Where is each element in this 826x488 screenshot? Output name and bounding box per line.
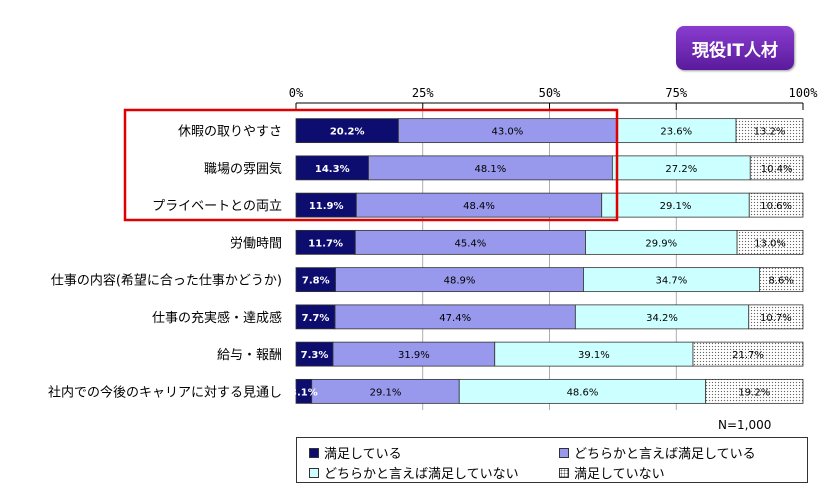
- data-label-somewhat-dissatisfied: 48.6%: [567, 387, 599, 398]
- bar-segment-somewhat-dissatisfied: [458, 378, 707, 404]
- axis-tick-label: 50%: [539, 86, 561, 100]
- data-label-satisfied: 20.2%: [330, 127, 365, 138]
- bar-segment-satisfied: [295, 267, 336, 293]
- bar-segment-somewhat-satisfied: [335, 267, 584, 293]
- bar-segment-satisfied: [295, 341, 334, 367]
- data-label-dissatisfied: 19.2%: [738, 387, 770, 398]
- data-label-somewhat-satisfied: 45.4%: [455, 238, 487, 249]
- data-label-satisfied: 14.3%: [315, 164, 350, 175]
- bar-segment-somewhat-satisfied: [334, 304, 576, 330]
- data-label-satisfied: 11.9%: [309, 201, 344, 212]
- data-label-somewhat-dissatisfied: 34.2%: [646, 313, 678, 324]
- data-label-dissatisfied: 13.0%: [754, 238, 786, 249]
- data-label-somewhat-satisfied: 48.4%: [463, 201, 495, 212]
- bar-segment-dissatisfied: [758, 267, 804, 293]
- data-label-somewhat-dissatisfied: 23.6%: [660, 127, 692, 138]
- badge-current-it-talent: 現役IT人材: [676, 26, 794, 70]
- data-label-somewhat-dissatisfied: 34.7%: [656, 276, 688, 287]
- data-label-somewhat-satisfied: 48.1%: [475, 164, 507, 175]
- data-label-satisfied: 3.1%: [290, 387, 318, 398]
- axis-tick-label: 0%: [289, 86, 304, 100]
- category-label: 仕事の充実感・達成感: [152, 310, 282, 326]
- legend-swatch-somewhat-dissatisfied: [309, 467, 319, 478]
- data-label-satisfied: 7.3%: [301, 350, 329, 361]
- data-label-dissatisfied: 10.4%: [761, 164, 793, 175]
- data-label-somewhat-satisfied: 43.0%: [492, 127, 524, 138]
- bar-segment-dissatisfied: [748, 192, 804, 218]
- data-label-dissatisfied: 10.7%: [760, 313, 792, 324]
- bar-segment-somewhat-dissatisfied: [494, 341, 694, 367]
- bar-segment-somewhat-satisfied: [311, 378, 460, 404]
- bar-segment-somewhat-dissatisfied: [574, 304, 750, 330]
- data-label-dissatisfied: 8.6%: [768, 276, 793, 287]
- bar-segment-somewhat-satisfied: [398, 118, 617, 144]
- data-label-somewhat-satisfied: 29.1%: [370, 387, 402, 398]
- category-label: プライベートとの両立: [152, 199, 282, 214]
- axis-tick-label: 75%: [665, 86, 687, 100]
- legend-label-somewhat-satisfied: どちらかと言えば満足している: [574, 447, 756, 462]
- data-label-satisfied: 7.8%: [302, 276, 330, 287]
- legend-item-somewhat-satisfied: どちらかと言えば満足している: [559, 443, 756, 462]
- axis-tick-label: 25%: [412, 86, 434, 100]
- legend-item-dissatisfied: 満足していない: [559, 463, 665, 482]
- data-label-somewhat-dissatisfied: 39.1%: [578, 350, 610, 361]
- data-label-somewhat-dissatisfied: 27.2%: [665, 164, 697, 175]
- bar-segment-satisfied: [295, 155, 369, 181]
- bar-segment-satisfied: [295, 304, 336, 330]
- data-label-dissatisfied: 13.2%: [754, 127, 786, 138]
- category-label: 給与・報酬: [217, 348, 282, 363]
- data-label-somewhat-dissatisfied: 29.9%: [645, 238, 677, 249]
- bar-segment-dissatisfied: [735, 118, 804, 144]
- data-label-satisfied: 11.7%: [308, 238, 343, 249]
- category-label: 休暇の取りやすさ: [178, 125, 282, 140]
- legend-label-dissatisfied: 満足していない: [574, 467, 665, 482]
- axis-tick-label: 100%: [789, 86, 819, 100]
- bar-segment-somewhat-dissatisfied: [585, 229, 738, 255]
- highlight-box: [123, 108, 619, 222]
- bar-segment-dissatisfied: [748, 304, 804, 330]
- legend-swatch-satisfied: [309, 447, 319, 458]
- bar-segment-dissatisfied: [749, 155, 804, 181]
- bar-segment-somewhat-satisfied: [355, 192, 603, 218]
- bar-segment-dissatisfied: [705, 378, 804, 404]
- data-label-somewhat-dissatisfied: 29.1%: [660, 201, 692, 212]
- data-label-somewhat-satisfied: 31.9%: [398, 350, 430, 361]
- data-label-dissatisfied: 21.7%: [732, 350, 764, 361]
- bar-segment-somewhat-satisfied: [368, 155, 613, 181]
- data-label-satisfied: 7.7%: [302, 313, 330, 324]
- legend-item-satisfied: 満足している: [309, 443, 402, 462]
- sample-size-note: N=1,000: [718, 418, 772, 432]
- data-label-dissatisfied: 10.6%: [760, 201, 792, 212]
- category-label: 仕事の内容(希望に合った仕事かどうか): [51, 273, 282, 289]
- bar-segment-somewhat-dissatisfied: [601, 192, 750, 218]
- bar-segment-somewhat-dissatisfied: [583, 267, 760, 293]
- bar-segment-somewhat-dissatisfied: [611, 155, 751, 181]
- bar-segment-somewhat-satisfied: [332, 341, 496, 367]
- bar-segment-dissatisfied: [692, 341, 804, 367]
- category-label: 職場の雰囲気: [204, 161, 282, 177]
- bar-segment-dissatisfied: [736, 229, 804, 255]
- legend: 満足している どちらかと言えば満足している どちらかと言えば満足していない 満足…: [296, 437, 808, 483]
- category-label: 労働時間: [230, 236, 282, 251]
- bar-segment-somewhat-dissatisfied: [616, 118, 737, 144]
- category-label: 社内での今後のキャリアに対する見通し: [48, 384, 282, 400]
- legend-item-somewhat-dissatisfied: どちらかと言えば満足していない: [309, 463, 519, 482]
- legend-label-satisfied: 満足している: [324, 447, 402, 462]
- bar-segment-satisfied: [295, 229, 356, 255]
- legend-swatch-somewhat-satisfied: [559, 447, 569, 458]
- legend-label-somewhat-dissatisfied: どちらかと言えば満足していない: [324, 467, 519, 482]
- bar-segment-satisfied: [295, 192, 357, 218]
- legend-swatch-dissatisfied: [559, 467, 569, 478]
- data-label-somewhat-satisfied: 47.4%: [439, 313, 471, 324]
- data-label-somewhat-satisfied: 48.9%: [444, 276, 476, 287]
